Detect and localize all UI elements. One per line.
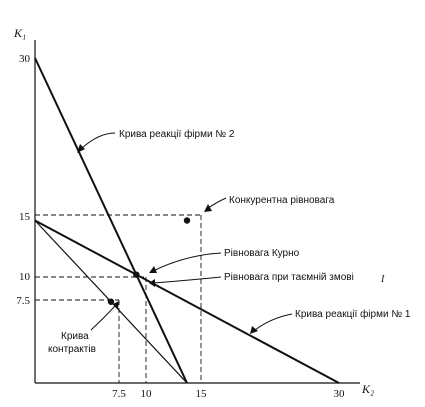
x-tick-15: 15 — [196, 388, 208, 400]
y-tick-30: 30 — [19, 53, 31, 65]
arrow-cournot-label — [152, 252, 222, 272]
arrow-collusion-label — [152, 276, 222, 284]
arrow-firm-2-label — [81, 132, 116, 149]
y-tick-15: 15 — [19, 211, 31, 223]
arrowhead-firm-1 — [250, 326, 258, 334]
y-axis-label: K₁ — [13, 26, 26, 40]
label-cournot-equilibrium: Рівновага Курно — [224, 248, 300, 259]
label-contract-curve-line-1: Крива — [61, 331, 89, 342]
arrow-firm-1-label — [254, 313, 293, 331]
x-tick-7-5: 7.5 — [112, 388, 126, 400]
stray-mark: I — [380, 274, 385, 285]
point-collusion-equilibrium — [107, 298, 115, 305]
x-tick-30: 30 — [334, 388, 346, 400]
y-tick-7-5: 7.5 — [16, 295, 30, 307]
label-reaction-curve-firm-1: Крива реакції фірми № 1 — [295, 308, 411, 320]
arrowhead-contract — [113, 301, 119, 309]
x-tick-10: 10 — [141, 388, 153, 400]
arrow-contract-label — [90, 304, 117, 331]
label-collusion-equilibrium: Рівновага при таємній змові — [224, 272, 354, 283]
label-contract-curve-line-2: контрактів — [48, 344, 96, 355]
arrowhead-firm-2 — [77, 144, 85, 153]
label-contract-curve: Крива контрактів — [48, 331, 96, 355]
arrowhead-collusion — [149, 279, 155, 287]
label-competitive-equilibrium: Конкурентна рівновага — [229, 195, 335, 206]
reaction-curve-firm-2 — [34, 57, 188, 384]
x-axis-label: K₂ — [361, 382, 374, 396]
label-reaction-curve-firm-2: Крива реакції фірми № 2 — [119, 128, 235, 140]
point-competitive-equilibrium — [183, 217, 191, 224]
reaction-curve-firm-1 — [34, 219, 340, 384]
point-cournot-equilibrium — [133, 271, 140, 278]
y-tick-10: 10 — [19, 271, 31, 283]
arrowhead-competitive — [204, 204, 212, 212]
arrowhead-cournot — [149, 266, 157, 273]
